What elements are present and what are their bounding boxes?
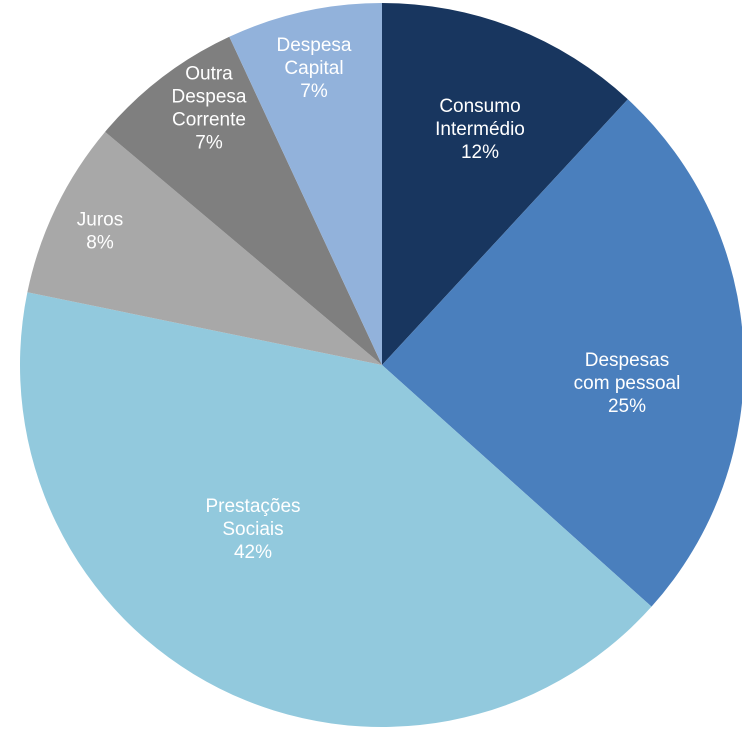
slice-name-line: Capital [284,58,343,79]
slice-percent: 8% [86,233,114,254]
pie-slices [19,3,742,728]
slice-label-3: Juros 8% [77,210,123,254]
slice-name-line: Outra [185,64,233,85]
slice-percent: 12% [461,142,499,163]
slice-percent: 25% [608,396,646,417]
slice-name-line: Corrente [172,110,246,131]
slice-percent: 42% [234,542,272,563]
slice-percent: 7% [300,81,328,102]
slice-label-0: Consumo Intermédio 12% [435,96,525,163]
pie-slice-4 [105,36,382,365]
slice-name-line: Consumo [439,96,520,117]
pie-slice-0 [382,3,628,365]
pie-slice-5 [229,3,382,365]
slice-percent: 7% [195,133,223,154]
slice-label-2: Prestações Sociais 42% [205,496,300,563]
slice-name-line: Prestações [205,496,300,517]
slice-name-line: Juros [77,210,123,231]
pie-slice-3 [27,131,383,365]
slice-name-line: com pessoal [574,373,681,394]
slice-label-4: Outra Despesa Corrente 7% [172,64,247,154]
slice-name-line: Sociais [222,519,283,540]
pie-slice-1 [382,99,742,607]
slice-label-5: Despesa Capital 7% [277,35,352,102]
pie-labels: Consumo Intermédio 12% Despesas com pessoal 2… [77,35,681,563]
pie-slice-2 [19,292,652,728]
slice-name-line: Intermédio [435,119,525,140]
slice-name-line: Despesas [585,350,670,371]
slice-name-line: Despesa [277,35,352,56]
slice-name-line: Despesa [172,87,247,108]
slice-label-1: Despesas com pessoal 25% [574,350,681,417]
